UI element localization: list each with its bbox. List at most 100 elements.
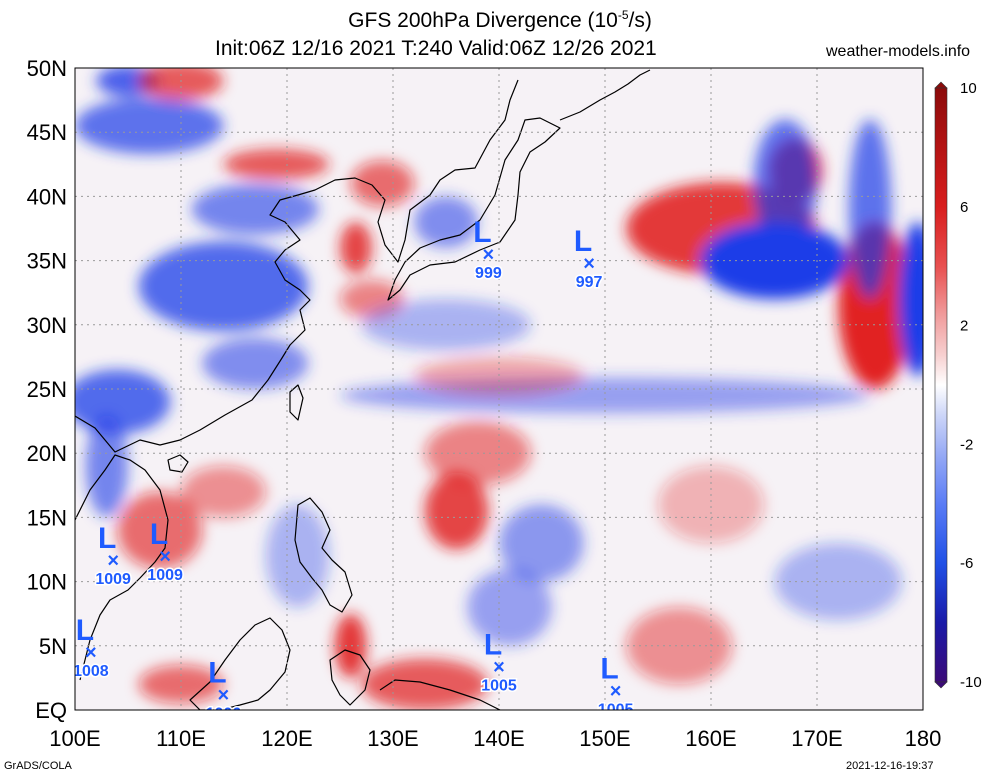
coastlines <box>75 69 651 710</box>
low-letter: L <box>574 225 592 258</box>
coast-sulawesi <box>329 649 371 706</box>
divergence-max-29 <box>414 356 584 396</box>
footer-timestamp: 2021-12-16-19:37 <box>846 760 934 772</box>
low-pressure-value: 1006 <box>206 706 242 723</box>
title-unit: /s) <box>628 9 652 32</box>
divergence-max-22 <box>334 613 367 678</box>
lon-label-180: 180 <box>905 726 942 751</box>
divergence-max-9 <box>138 68 224 101</box>
lat-label-5n: 5N <box>39 634 67 659</box>
low-center-mark: × <box>107 550 119 572</box>
lat-label-10n: 10N <box>27 570 67 595</box>
low-marker-6: L×1006 <box>204 657 243 723</box>
convergence-max-4 <box>753 119 817 248</box>
divergence-max-14 <box>223 148 330 180</box>
convergence-max-12 <box>75 369 171 434</box>
low-letter: L <box>484 628 502 661</box>
low-letter: L <box>600 653 618 686</box>
low-letter: L <box>98 522 116 555</box>
low-center-mark: × <box>159 546 171 568</box>
site-credit: weather-models.info <box>826 43 971 60</box>
low-marker-1: L×997 <box>574 225 604 293</box>
low-center-mark: × <box>610 681 622 703</box>
low-pressure-value: 997 <box>576 274 603 291</box>
colorbar-label-4: -6 <box>960 555 973 572</box>
map-subtitle: Init:06Z 12/16 2021 T:240 Valid:06Z 12/2… <box>215 37 657 60</box>
colorbar-top-arrow <box>934 81 948 89</box>
convergence-max-11 <box>191 183 319 235</box>
low-pressure-value: 1005 <box>598 702 634 719</box>
map-title: GFS 200hPa Divergence (10-5/s) <box>0 8 1000 33</box>
colorbar-label-5: -10 <box>960 674 982 691</box>
convergence-max-10 <box>138 241 309 332</box>
low-marker-4: L×1008 <box>73 614 110 682</box>
divergence-max-23 <box>361 658 489 710</box>
low-center-mark: × <box>493 656 505 678</box>
title-main: GFS 200hPa Divergence (10 <box>348 9 618 32</box>
lat-label-45n: 45N <box>27 120 67 145</box>
longitude-labels: 100E 110E 120E 130E 140E 150E 160E 170E 180 <box>49 726 941 751</box>
low-pressure-value: 1009 <box>95 571 131 588</box>
colorbar-labels: 10 6 2 -2 -6 -10 <box>960 80 982 691</box>
colorbar: 10 6 2 -2 -6 -10 <box>934 80 982 691</box>
divergence-max-16 <box>340 222 372 274</box>
coast-borneo <box>189 617 291 710</box>
coast-philippines <box>294 497 353 613</box>
low-marker-5: L×1005 <box>480 628 519 696</box>
convergence-max-5 <box>898 222 923 377</box>
low-center-mark: × <box>218 685 230 707</box>
lon-label-110e: 110E <box>156 726 206 751</box>
colorbar-ramp <box>934 87 948 683</box>
divergence-max-25 <box>626 607 733 685</box>
divergence-max-21 <box>181 466 266 518</box>
divergence-max-18 <box>424 472 489 550</box>
lon-label-150e: 150E <box>579 726 630 751</box>
low-pressure-value: 1008 <box>73 663 109 680</box>
lat-label-25n: 25N <box>27 377 67 402</box>
latitude-labels: 50N 45N 40N 35N 30N 25N 20N 15N 10N 5N EQ <box>27 56 67 723</box>
lon-label-130e: 130E <box>367 726 418 751</box>
low-marker-7: L×1005 <box>596 653 635 719</box>
low-marker-3: L×1009 <box>146 518 185 586</box>
title-exponent: -5 <box>617 8 629 22</box>
low-center-mark: × <box>85 642 97 664</box>
divergence-max-15 <box>350 160 415 207</box>
convergence-max-3 <box>700 222 849 300</box>
low-pressure-markers: L×999L×997L×1009L×1009L×1008L×1005L×1006… <box>73 216 635 723</box>
colorbar-label-3: -2 <box>960 436 973 453</box>
coast-indochina <box>75 454 169 681</box>
low-letter: L <box>76 614 94 647</box>
coast-kamchatka <box>559 69 651 121</box>
coast-taiwan <box>289 384 304 421</box>
convergence-max-27 <box>467 568 552 646</box>
convergence-max-6 <box>848 119 892 300</box>
grid-lines <box>75 68 923 710</box>
colorbar-label-1: 6 <box>960 199 968 216</box>
colorbar-label-2: 2 <box>960 318 968 335</box>
convergence-max-26 <box>499 504 584 582</box>
lon-label-120e: 120E <box>261 726 312 751</box>
lon-label-170e: 170E <box>791 726 842 751</box>
low-letter: L <box>150 518 168 551</box>
convergence-max-35 <box>265 504 330 608</box>
lat-label-15n: 15N <box>27 505 67 530</box>
lat-label-35n: 35N <box>27 249 67 274</box>
lon-label-100e: 100E <box>49 726 100 751</box>
convergence-max-7 <box>75 97 224 155</box>
low-pressure-value: 1009 <box>147 567 183 584</box>
coast-hainan <box>167 454 189 473</box>
colorbar-bottom-arrow <box>934 681 948 689</box>
lat-label-eq: EQ <box>35 698 67 723</box>
low-center-mark: × <box>483 244 495 266</box>
low-center-mark: × <box>583 253 595 275</box>
low-pressure-value: 999 <box>475 265 502 282</box>
lon-label-140e: 140E <box>473 726 524 751</box>
convergence-max-31 <box>361 299 531 351</box>
low-letter: L <box>208 657 226 690</box>
lat-label-40n: 40N <box>27 184 67 209</box>
footer-software: GrADS/COLA <box>4 760 72 772</box>
lat-label-30n: 30N <box>27 313 67 338</box>
coast-japan <box>387 117 561 301</box>
plot-frame <box>74 67 924 711</box>
